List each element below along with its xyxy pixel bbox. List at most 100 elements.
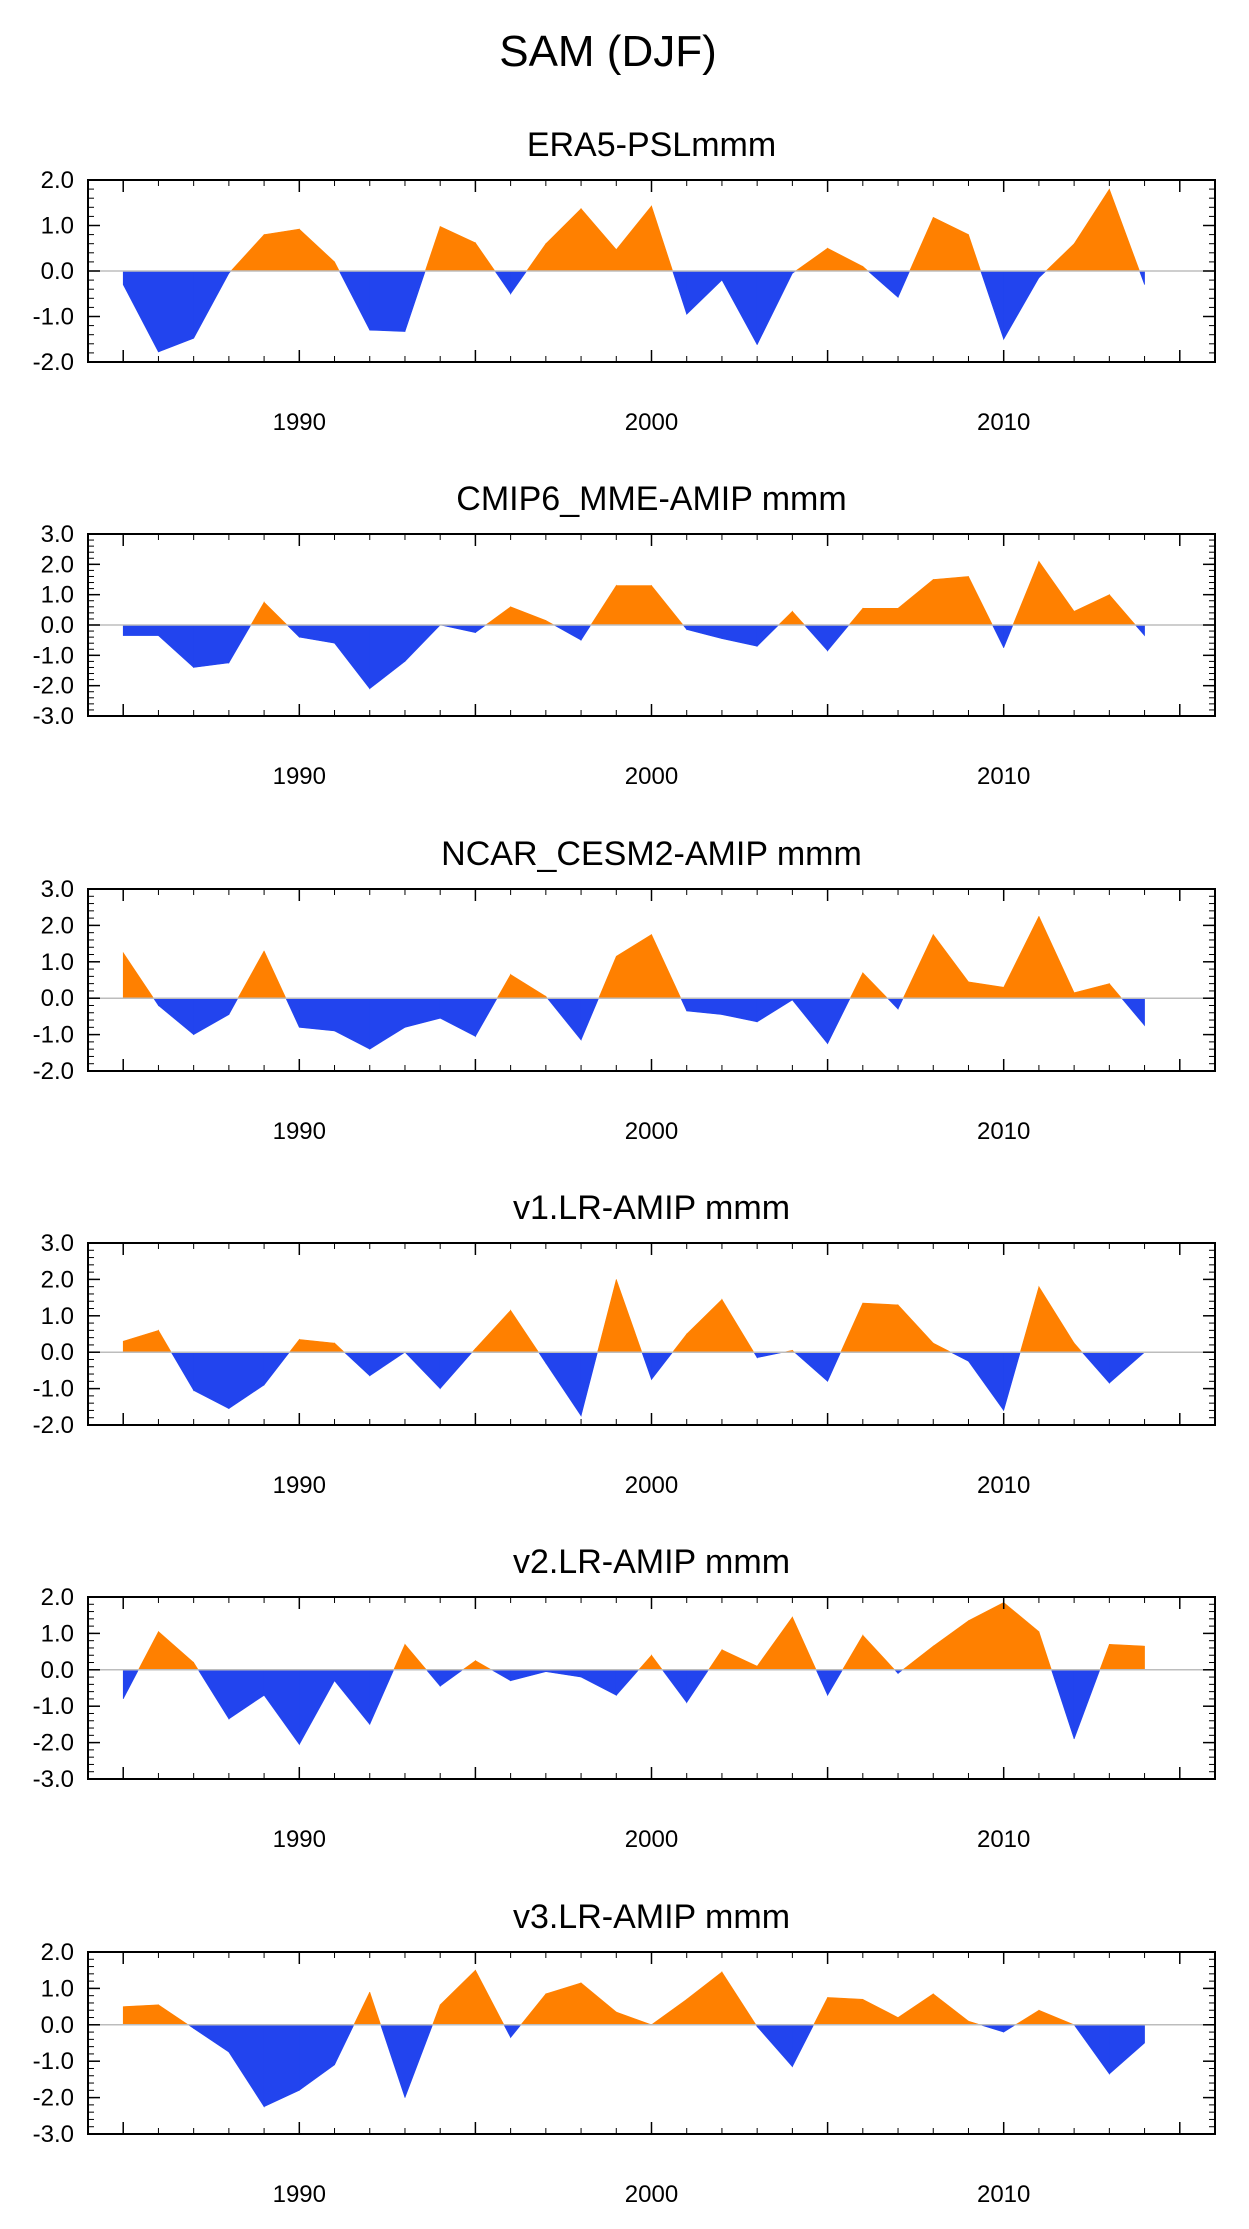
negative-area [545,1351,582,1417]
positive-area [902,934,934,999]
positive-area [792,1616,817,1671]
x-tick-label: 2000 [625,1118,678,1145]
negative-area [122,1669,139,1700]
positive-area [932,1620,969,1671]
negative-area [827,624,850,652]
chart-panel-2: CMIP6_MME-AMIP mmm 3.0 2.0 1.0 0.0 -1.0 -2.0 -3… [33,480,1216,790]
negative-area [1003,1351,1021,1411]
positive-area [794,247,828,272]
negative-area [158,270,194,353]
positive-area [686,1298,723,1353]
positive-area [545,207,582,272]
x-tick-label: 2010 [977,1826,1030,1853]
positive-area [897,578,934,626]
negative-area [299,1669,335,1745]
positive-area [299,228,335,272]
positive-area [263,950,287,999]
positive-area [122,1329,159,1353]
positive-area [545,1982,582,2026]
negative-area [439,1669,464,1687]
positive-area [580,207,617,272]
negative-area [980,2024,1004,2033]
positive-area [1073,1342,1083,1353]
negative-area [494,270,511,295]
chart-panel-6: v3.LR-AMIP mmm 2.0 1.0 0.0 -1.0 -2.0 -3.0 1990 2… [33,1898,1216,2208]
negative-area [792,997,828,1045]
negative-area [338,270,371,331]
positive-area [932,216,969,272]
negative-area [950,1351,969,1362]
negative-area [686,997,723,1015]
negative-area [193,997,230,1036]
negative-area [815,1669,828,1696]
positive-area [597,1279,617,1353]
positive-area [897,1993,934,2026]
y-tick-label: 1.0 [41,1303,74,1330]
positive-area [1109,1644,1145,1671]
negative-area [1120,997,1145,1027]
y-tick-label: 0.0 [41,985,74,1012]
y-tick-label: 1.0 [41,949,74,976]
negative-area [641,1351,652,1380]
negative-area [299,997,335,1032]
negative-area [369,1669,395,1725]
panel-title: ERA5-PSLmmm [527,126,776,164]
positive-area [122,951,155,999]
negative-area [1073,1669,1101,1740]
x-tick-label: 2010 [977,2181,1030,2208]
x-tick-label: 1990 [273,1118,326,1145]
positive-area [1019,1286,1040,1353]
positive-area [1003,916,1040,999]
positive-area [615,585,652,626]
negative-area [334,624,371,690]
y-tick-label: 0.0 [41,1339,74,1366]
y-tick-label: 3.0 [41,1230,74,1257]
negative-area [404,997,441,1028]
negative-area [475,624,487,634]
negative-area [369,270,406,332]
positive-area [909,217,934,272]
y-tick-label: 3.0 [41,876,74,903]
negative-area [343,1351,371,1377]
negative-area [369,624,406,690]
positive-area [756,1616,793,1671]
negative-area [334,1669,371,1726]
positive-area [520,1993,547,2026]
positive-area [1073,188,1110,272]
positive-area [651,934,682,999]
positive-area [424,226,441,272]
negative-area [510,270,528,295]
y-tick-label: 0.0 [41,2012,74,2039]
positive-area [897,1304,934,1353]
negative-area [404,2024,434,2098]
positive-area [1099,1644,1110,1671]
y-tick-label: 0.0 [41,612,74,639]
y-tick-label: -1.0 [33,642,74,669]
negative-area [672,270,688,315]
negative-area [686,624,723,640]
negative-area [1038,270,1047,279]
y-tick-label: -2.0 [33,2085,74,2112]
negative-area [1003,624,1014,648]
positive-area [827,1997,864,2026]
positive-area [369,1991,382,2026]
negative-area [228,624,252,665]
positive-area [299,1339,335,1353]
positive-area [1003,1601,1040,1671]
negative-area [1003,2024,1017,2033]
positive-area [237,950,265,999]
negative-area [503,2024,511,2038]
positive-area [496,973,511,999]
positive-area [968,234,982,272]
x-tick-label: 2000 [625,763,678,790]
positive-area [638,1654,652,1671]
positive-area [792,610,806,626]
positive-area [288,1338,300,1353]
negative-area [756,2024,793,2068]
negative-area [580,997,600,1041]
figure-title: SAM (DJF) [499,27,717,76]
panel-title: CMIP6_MME-AMIP mmm [456,480,846,518]
positive-area [334,1342,346,1353]
positive-area [122,2004,159,2026]
